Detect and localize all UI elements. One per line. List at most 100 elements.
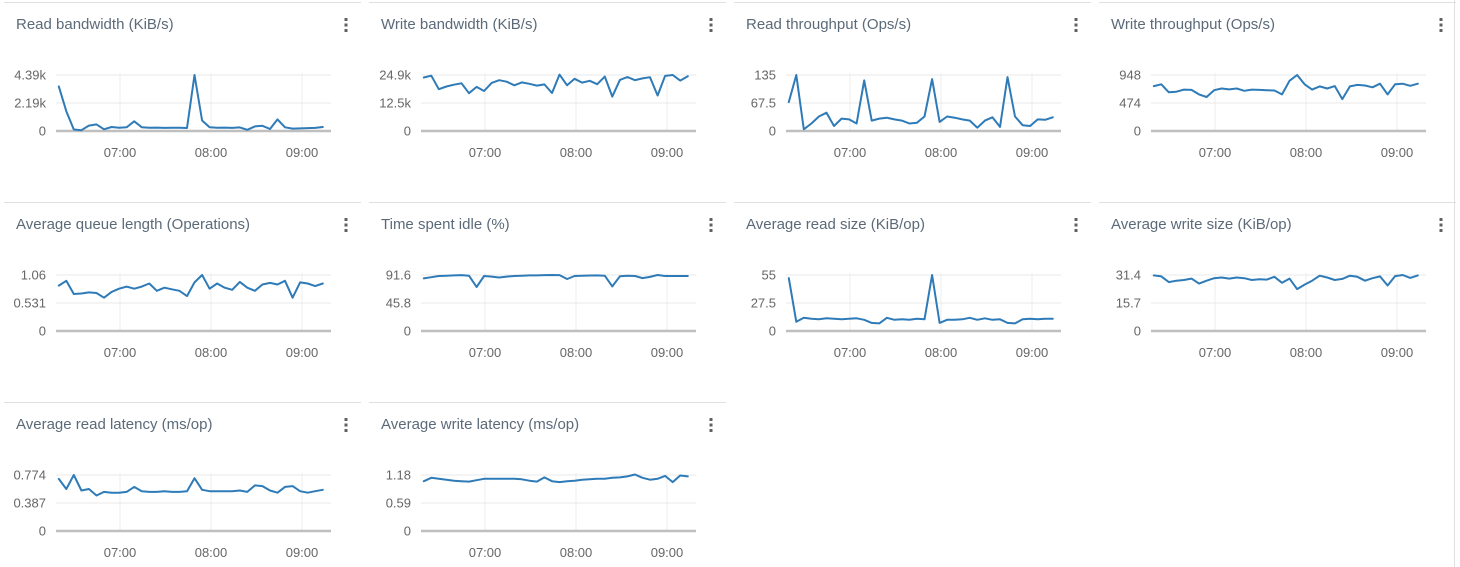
chart-card-average-write-latency: Average write latency (ms/op) 1.18 0.59 0 0… bbox=[369, 402, 726, 567]
line-chart[interactable]: 948 474 0 07:00 08:00 09:00 bbox=[1099, 3, 1456, 173]
chart-card-average-write-size: Average write size (KiB/op) 31.4 15.7 0 07:… bbox=[1099, 202, 1456, 402]
chart-card-time-spent-idle: Time spent idle (%) 91.6 45.8 0 07:00 08:00 0… bbox=[369, 202, 726, 402]
line-chart[interactable]: 135 67.5 0 07:00 08:00 09:00 bbox=[734, 3, 1091, 173]
x-tick-label: 07:00 bbox=[469, 345, 502, 360]
content-right-border bbox=[1454, 0, 1455, 567]
kebab-menu-icon bbox=[344, 418, 348, 432]
y-tick-label: 2.19k bbox=[14, 96, 46, 111]
y-tick-label: 31.4 bbox=[1116, 268, 1141, 283]
kebab-menu-icon bbox=[709, 418, 713, 432]
chart-line bbox=[787, 274, 1054, 325]
more-options-button[interactable] bbox=[333, 12, 359, 38]
chart-title: Average write size (KiB/op) bbox=[1111, 216, 1292, 233]
chart-card-average-read-latency: Average read latency (ms/op) 0.774 0.387 0… bbox=[4, 402, 361, 567]
x-tick-label: 09:00 bbox=[1016, 345, 1049, 360]
x-tick-label: 08:00 bbox=[560, 345, 593, 360]
y-tick-label: 45.8 bbox=[386, 296, 411, 311]
chart-line bbox=[422, 473, 689, 484]
y-tick-label: 135 bbox=[754, 68, 776, 83]
line-chart[interactable]: 1.06 0.531 0 07:00 08:00 09:00 bbox=[4, 203, 361, 373]
chart-title: Write bandwidth (KiB/s) bbox=[381, 16, 538, 33]
y-tick-label: 91.6 bbox=[386, 268, 411, 283]
y-tick-label: 0 bbox=[404, 324, 411, 339]
chart-line bbox=[57, 474, 324, 497]
more-options-button[interactable] bbox=[333, 212, 359, 238]
x-tick-label: 09:00 bbox=[286, 145, 319, 160]
chart-card-average-read-size: Average read size (KiB/op) 55 27.5 0 07:00 0… bbox=[734, 202, 1091, 402]
y-tick-label: 0.387 bbox=[13, 496, 46, 511]
more-options-button[interactable] bbox=[333, 412, 359, 438]
x-tick-label: 09:00 bbox=[651, 145, 684, 160]
more-options-button[interactable] bbox=[1428, 12, 1454, 38]
x-tick-label: 08:00 bbox=[195, 145, 228, 160]
x-tick-label: 08:00 bbox=[560, 145, 593, 160]
chart-line bbox=[422, 73, 689, 98]
x-tick-label: 08:00 bbox=[195, 345, 228, 360]
x-tick-label: 09:00 bbox=[651, 545, 684, 560]
x-tick-label: 07:00 bbox=[104, 145, 137, 160]
line-chart[interactable]: 24.9k 12.5k 0 07:00 08:00 09:00 bbox=[369, 3, 726, 173]
chart-line bbox=[422, 274, 689, 288]
chart-line bbox=[787, 74, 1054, 131]
chart-line bbox=[1152, 74, 1419, 101]
kebab-menu-icon bbox=[344, 218, 348, 232]
x-tick-label: 08:00 bbox=[195, 545, 228, 560]
chart-title: Average read size (KiB/op) bbox=[746, 216, 925, 233]
x-tick-label: 07:00 bbox=[834, 145, 867, 160]
chart-title: Average queue length (Operations) bbox=[16, 216, 251, 233]
chart-card-write-bandwidth: Write bandwidth (KiB/s) 24.9k 12.5k 0 07:00… bbox=[369, 2, 726, 202]
x-tick-label: 08:00 bbox=[560, 545, 593, 560]
chart-line bbox=[57, 274, 324, 299]
x-tick-label: 07:00 bbox=[834, 345, 867, 360]
chart-card-read-bandwidth: Read bandwidth (KiB/s) 4.39k 2.19k 0 07:00 0… bbox=[4, 2, 361, 202]
kebab-menu-icon bbox=[1439, 18, 1443, 32]
more-options-button[interactable] bbox=[698, 12, 724, 38]
more-options-button[interactable] bbox=[1428, 212, 1454, 238]
x-tick-label: 07:00 bbox=[469, 545, 502, 560]
y-tick-label: 474 bbox=[1119, 96, 1141, 111]
chart-card-average-queue-length: Average queue length (Operations) 1.06 0.… bbox=[4, 202, 361, 402]
y-tick-label: 0.531 bbox=[13, 296, 46, 311]
more-options-button[interactable] bbox=[1063, 212, 1089, 238]
x-tick-label: 08:00 bbox=[925, 145, 958, 160]
x-tick-label: 07:00 bbox=[469, 145, 502, 160]
x-tick-label: 07:00 bbox=[1199, 145, 1232, 160]
kebab-menu-icon bbox=[709, 18, 713, 32]
x-tick-label: 09:00 bbox=[651, 345, 684, 360]
y-tick-label: 0.59 bbox=[386, 496, 411, 511]
chart-title: Average write latency (ms/op) bbox=[381, 416, 580, 433]
line-chart[interactable]: 91.6 45.8 0 07:00 08:00 09:00 bbox=[369, 203, 726, 373]
kebab-menu-icon bbox=[1074, 18, 1078, 32]
y-tick-label: 0 bbox=[769, 324, 776, 339]
x-tick-label: 07:00 bbox=[104, 545, 137, 560]
x-tick-label: 07:00 bbox=[1199, 345, 1232, 360]
y-tick-label: 0.774 bbox=[13, 468, 46, 483]
more-options-button[interactable] bbox=[1063, 12, 1089, 38]
more-options-button[interactable] bbox=[698, 412, 724, 438]
line-chart[interactable]: 31.4 15.7 0 07:00 08:00 09:00 bbox=[1099, 203, 1456, 373]
chart-line bbox=[57, 74, 324, 132]
x-tick-label: 07:00 bbox=[104, 345, 137, 360]
y-tick-label: 15.7 bbox=[1116, 296, 1141, 311]
line-chart[interactable]: 4.39k 2.19k 0 07:00 08:00 09:00 bbox=[4, 3, 361, 173]
chart-title: Read throughput (Ops/s) bbox=[746, 16, 912, 33]
y-tick-label: 55 bbox=[762, 268, 776, 283]
chart-card-read-throughput: Read throughput (Ops/s) 135 67.5 0 07:00 08:… bbox=[734, 2, 1091, 202]
y-tick-label: 0 bbox=[1134, 124, 1141, 139]
kebab-menu-icon bbox=[1439, 218, 1443, 232]
chart-title: Read bandwidth (KiB/s) bbox=[16, 16, 174, 33]
y-tick-label: 1.18 bbox=[386, 468, 411, 483]
more-options-button[interactable] bbox=[698, 212, 724, 238]
y-tick-label: 0 bbox=[1134, 324, 1141, 339]
chart-line bbox=[1152, 274, 1419, 291]
y-tick-label: 67.5 bbox=[751, 96, 776, 111]
chart-title: Write throughput (Ops/s) bbox=[1111, 16, 1275, 33]
x-tick-label: 08:00 bbox=[1290, 145, 1323, 160]
chart-title: Average read latency (ms/op) bbox=[16, 416, 213, 433]
x-tick-label: 09:00 bbox=[1016, 145, 1049, 160]
x-tick-label: 09:00 bbox=[1381, 345, 1414, 360]
line-chart[interactable]: 0.774 0.387 0 07:00 08:00 09:00 bbox=[4, 403, 361, 567]
line-chart[interactable]: 1.18 0.59 0 07:00 08:00 09:00 bbox=[369, 403, 726, 567]
y-tick-label: 0 bbox=[769, 124, 776, 139]
line-chart[interactable]: 55 27.5 0 07:00 08:00 09:00 bbox=[734, 203, 1091, 373]
